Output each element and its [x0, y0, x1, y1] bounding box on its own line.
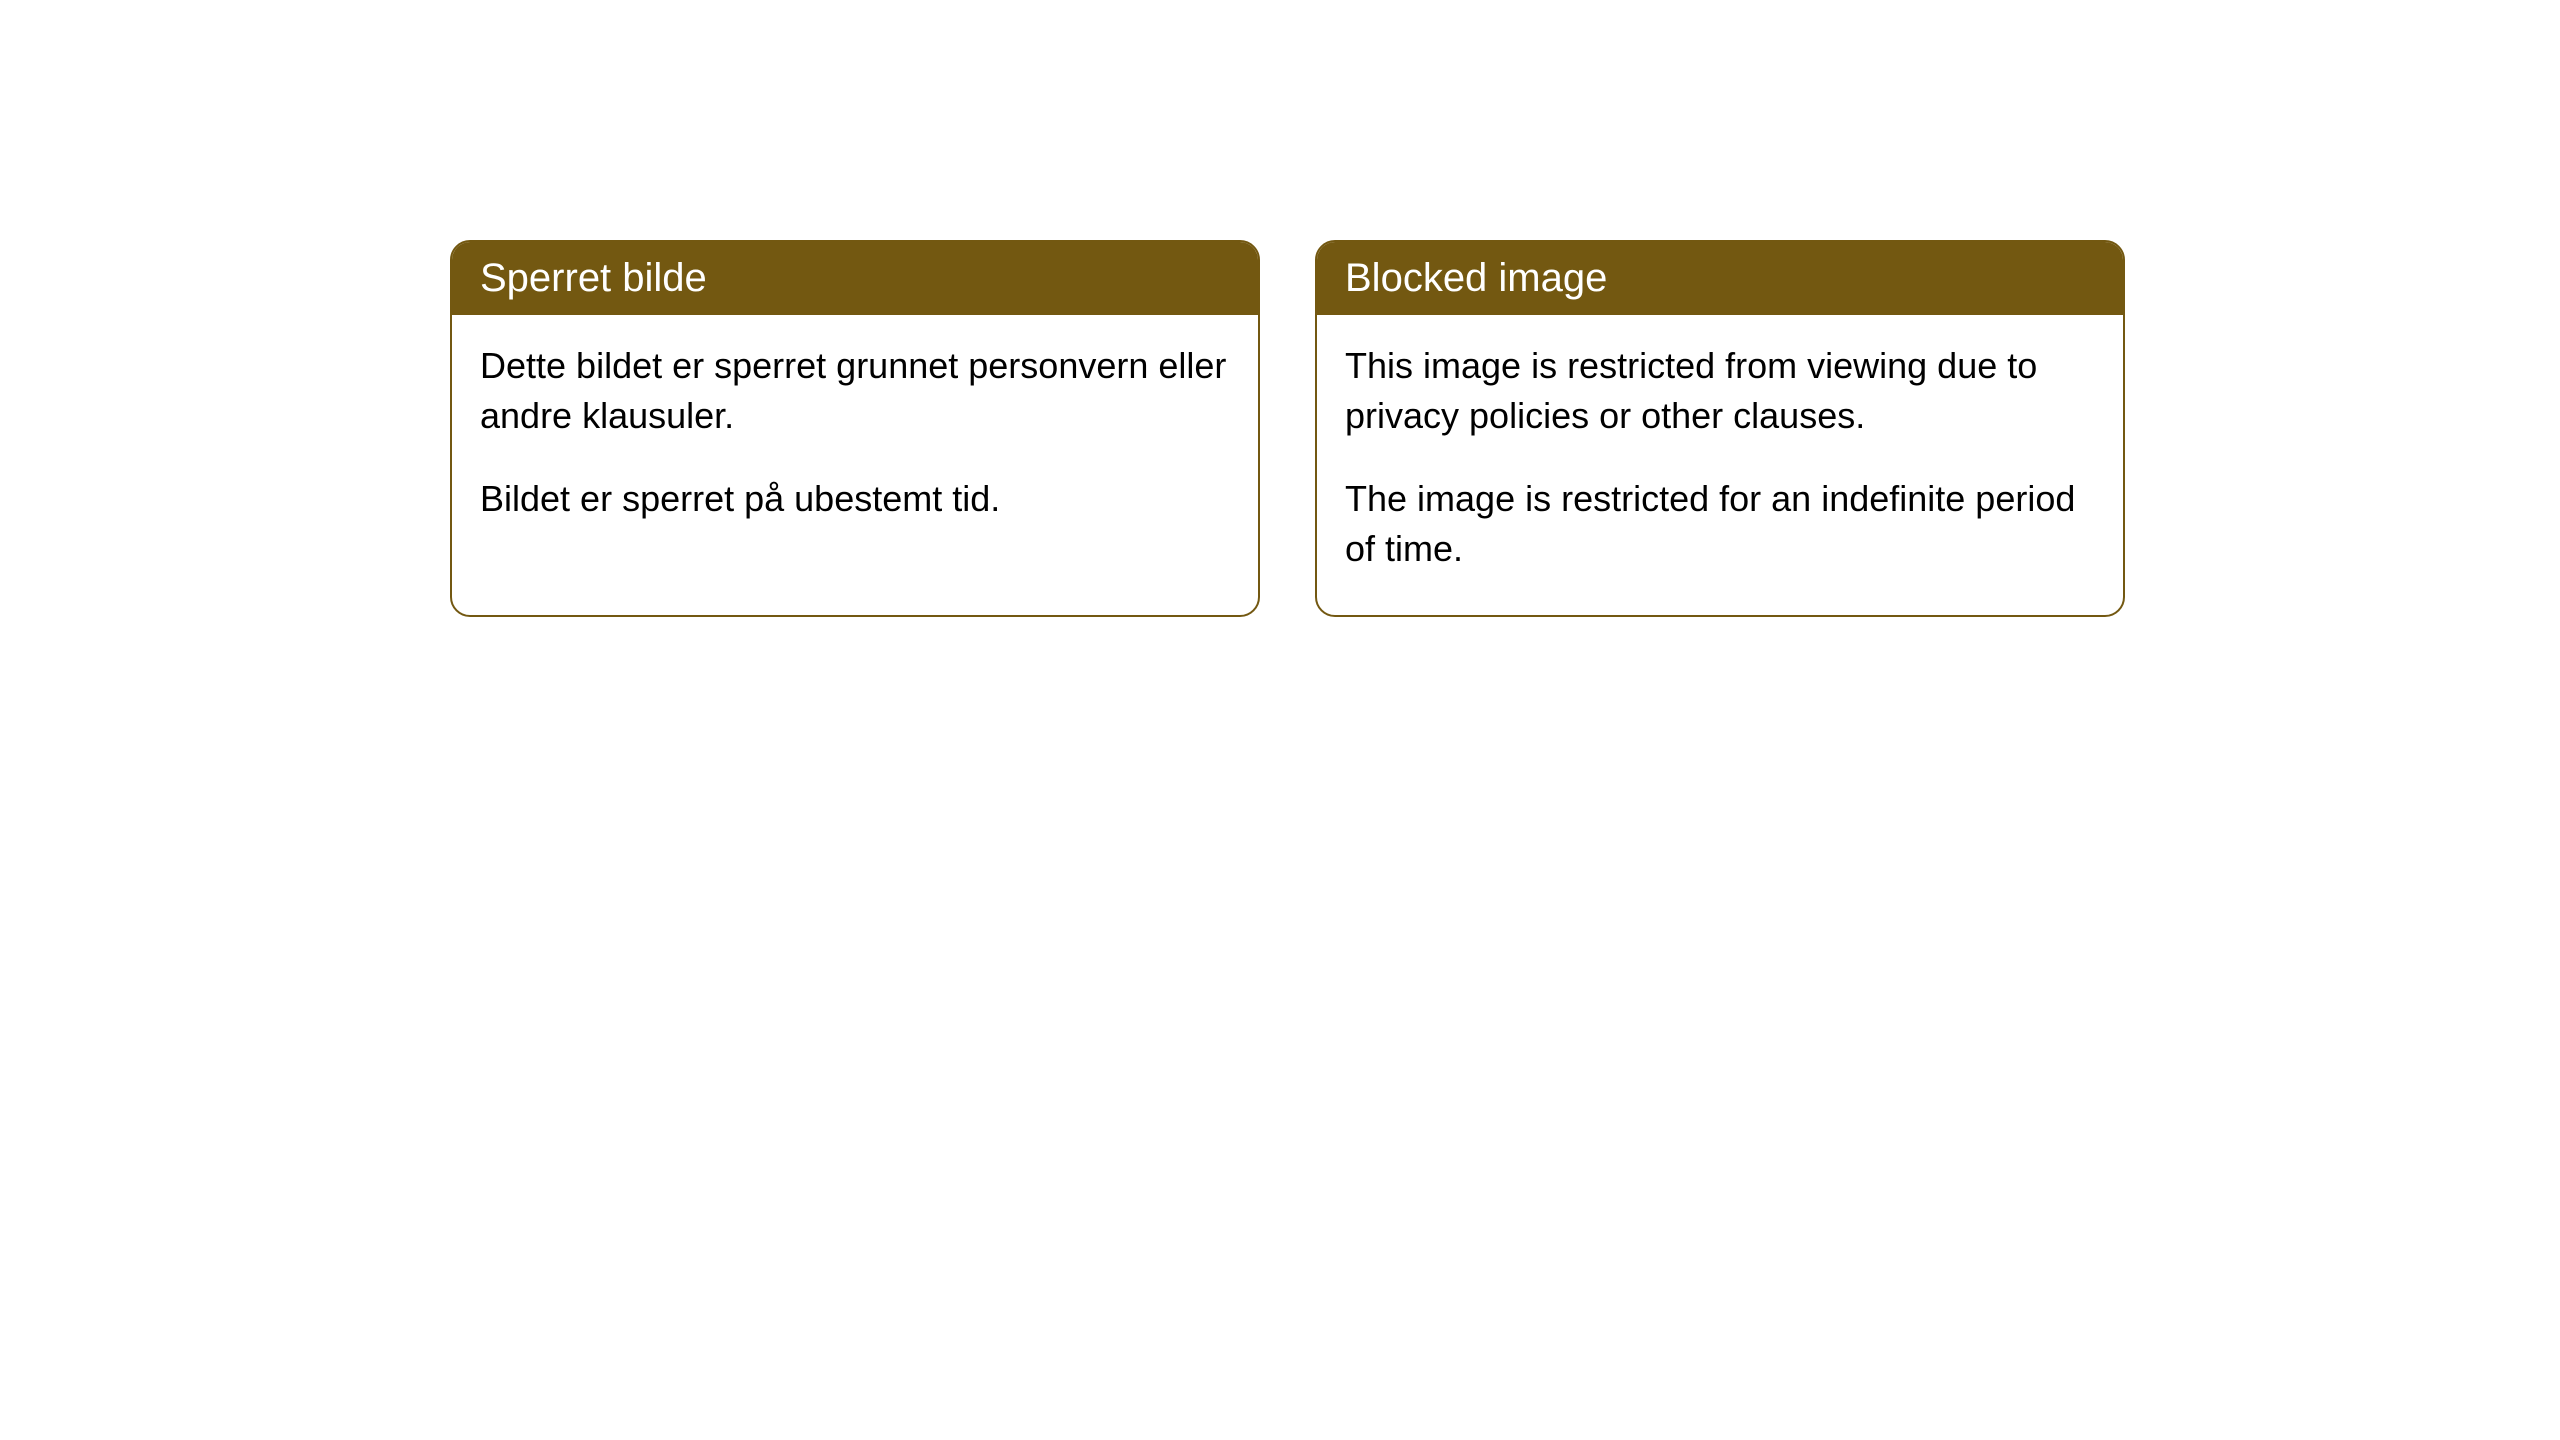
card-body-left: Dette bildet er sperret grunnet personve…	[452, 315, 1258, 564]
blocked-image-card-norwegian: Sperret bilde Dette bildet er sperret gr…	[450, 240, 1260, 617]
card-paragraph-1-right: This image is restricted from viewing du…	[1345, 341, 2095, 442]
notice-container: Sperret bilde Dette bildet er sperret gr…	[450, 240, 2560, 617]
card-paragraph-2-left: Bildet er sperret på ubestemt tid.	[480, 474, 1230, 524]
card-paragraph-2-right: The image is restricted for an indefinit…	[1345, 474, 2095, 575]
card-header-left: Sperret bilde	[452, 242, 1258, 315]
card-paragraph-1-left: Dette bildet er sperret grunnet personve…	[480, 341, 1230, 442]
card-header-right: Blocked image	[1317, 242, 2123, 315]
card-body-right: This image is restricted from viewing du…	[1317, 315, 2123, 615]
blocked-image-card-english: Blocked image This image is restricted f…	[1315, 240, 2125, 617]
